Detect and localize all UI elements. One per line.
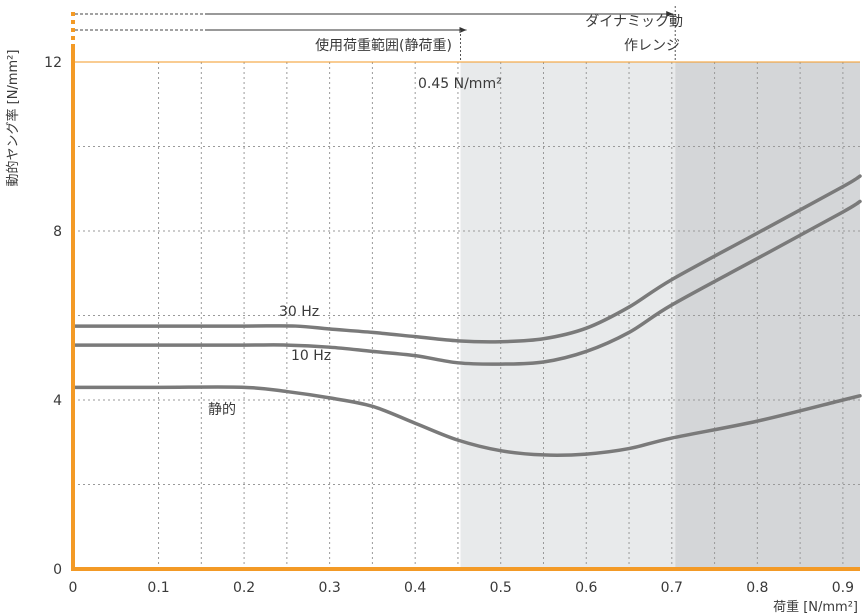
- y-tick-label: 0: [53, 562, 62, 578]
- series-line-2: [71, 385, 862, 457]
- dynamic-range-label-line1: ダイナミック動: [585, 14, 683, 30]
- axes: [71, 12, 860, 571]
- x-tick-label: 0.9: [832, 580, 854, 596]
- x-tick-label: 0.3: [318, 580, 340, 596]
- series-lines: [71, 174, 862, 457]
- series-label-static: 静的: [208, 402, 236, 418]
- y-tick-label: 4: [53, 393, 62, 409]
- x-tick-label: 0.8: [746, 580, 768, 596]
- x-tick-label: 0.7: [661, 580, 683, 596]
- tick-labels: 0 0.1 0.2 0.3 0.4 0.5 0.6 0.7 0.8 0.9 0 4 8 12: [44, 55, 854, 596]
- y-tick-label: 8: [53, 224, 62, 240]
- range-arrows: [75, 6, 676, 62]
- series-label-30hz: 30 Hz: [279, 304, 319, 320]
- static-range-label: 使用荷重範囲(静荷重): [315, 37, 452, 54]
- region-1: [675, 62, 860, 569]
- x-tick-label: 0.4: [404, 580, 426, 596]
- x-tick-label: 0.5: [490, 580, 512, 596]
- series-label-10hz: 10 Hz: [291, 348, 331, 364]
- series-line-1: [71, 199, 862, 366]
- x-tick-label: 0.2: [233, 580, 255, 596]
- x-tick-label: 0.1: [147, 580, 169, 596]
- x-tick-label: 0: [69, 580, 78, 596]
- y-axis-label: 動的ヤング率 [N/mm²]: [5, 50, 21, 187]
- dynamic-range-label-line2: 作レンジ: [624, 38, 680, 54]
- x-axis-label: 荷重 [N/mm²]: [773, 599, 858, 615]
- series-line-0: [71, 174, 862, 344]
- y-tick-label: 12: [44, 55, 62, 71]
- x-tick-label: 0.6: [575, 580, 597, 596]
- threshold-label: 0.45 N/mm²: [418, 76, 502, 92]
